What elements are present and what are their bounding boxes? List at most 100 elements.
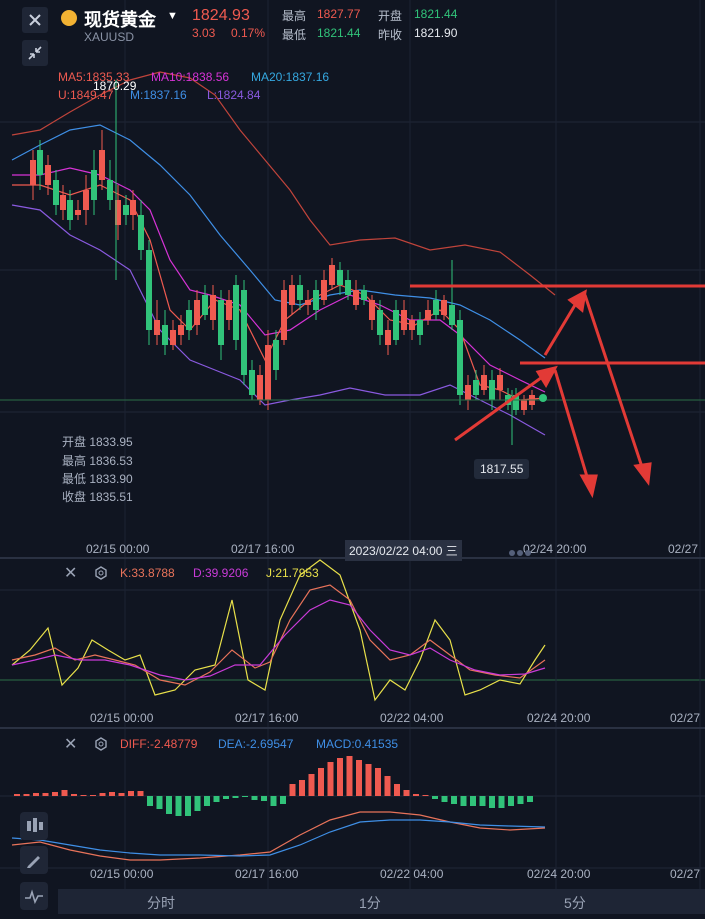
candle-body	[202, 295, 208, 315]
candle-body	[107, 180, 113, 200]
macd-bar	[251, 796, 258, 800]
open-value: 1821.44	[414, 7, 458, 21]
candle-body	[409, 320, 415, 330]
macd-bar	[175, 796, 182, 816]
draw-tool-button[interactable]	[20, 846, 48, 874]
candle-body	[83, 190, 89, 210]
loading-dots-icon	[508, 544, 532, 556]
kdj-j-label: J:21.7953	[266, 566, 319, 580]
candle-body	[305, 300, 311, 305]
close-kdj-icon[interactable]: ✕	[64, 565, 78, 582]
macd-bar	[432, 796, 438, 799]
timeframe-tabs	[58, 889, 705, 914]
high-value: 1827.77	[317, 7, 361, 21]
tab-1min[interactable]: 1分	[359, 895, 381, 911]
candle-body	[138, 215, 144, 250]
candle-body	[257, 375, 263, 400]
macd-bar	[441, 796, 448, 802]
candle-body	[465, 385, 471, 400]
macd-bar	[508, 796, 514, 806]
candle-body	[337, 270, 343, 285]
tab-5min[interactable]: 5分	[564, 895, 586, 911]
candle-body	[178, 325, 184, 335]
time-label: 02/15 00:00	[90, 867, 154, 881]
candle-body	[401, 310, 407, 330]
macd-value-label: MACD:0.41535	[316, 737, 399, 751]
macd-bar	[413, 794, 419, 796]
macd-bar	[14, 794, 20, 796]
prev-close-label: 昨收	[378, 28, 403, 42]
candle-body	[417, 320, 423, 335]
macd-bar	[365, 764, 372, 796]
candle-body	[154, 320, 160, 335]
macd-bar	[337, 758, 343, 796]
min-price-label: 1817.55	[474, 459, 530, 479]
candle-body	[30, 160, 36, 185]
macd-bar	[99, 793, 106, 796]
candle-body	[513, 395, 519, 410]
candle-body	[210, 295, 216, 320]
candle-body	[497, 375, 503, 390]
macd-diff-label: DIFF:-2.48779	[120, 737, 198, 751]
candle-body	[489, 380, 495, 400]
candle-body	[441, 300, 447, 315]
candle-body	[67, 200, 73, 220]
macd-bar	[479, 796, 486, 806]
macd-bar	[33, 793, 39, 796]
macd-bar	[52, 792, 58, 796]
candle-body	[265, 345, 271, 400]
time-label: 02/27	[670, 867, 701, 881]
boll-lower-label: L:1824.84	[207, 88, 261, 102]
candle-body	[361, 290, 367, 300]
candles-tool-button[interactable]	[20, 812, 48, 840]
gear-icon[interactable]	[94, 566, 108, 580]
gear-icon[interactable]	[94, 737, 108, 751]
macd-bar	[489, 796, 495, 808]
macd-bar	[137, 791, 144, 796]
instrument-title[interactable]: 现货黄金	[84, 10, 156, 30]
close-macd-icon[interactable]: ✕	[64, 736, 78, 753]
candle-body	[226, 300, 232, 320]
change-value: 3.03	[192, 26, 216, 40]
macd-bar	[109, 792, 115, 796]
close-button[interactable]	[22, 7, 48, 33]
candle-body	[162, 325, 168, 345]
candle-body	[91, 170, 97, 200]
gold-coin-icon	[61, 10, 77, 26]
macd-bar	[384, 776, 391, 796]
shrink-icon	[28, 46, 42, 60]
macd-bar	[223, 796, 229, 799]
macd-bar	[204, 796, 210, 806]
indicator-tool-button[interactable]	[20, 882, 48, 910]
ohlc-low: 最低 1833.90	[62, 472, 133, 486]
macd-bar	[118, 793, 125, 796]
candle-body	[233, 285, 239, 340]
macd-bar	[527, 796, 533, 802]
macd-bar	[147, 796, 153, 806]
candle-body	[281, 290, 287, 340]
ohlc-high: 最高 1836.53	[62, 454, 133, 468]
kdj-k-label: K:33.8788	[120, 566, 175, 580]
ma5-label: MA5:1835.33	[58, 70, 130, 84]
caret-down-icon[interactable]: ▼	[167, 10, 178, 22]
macd-bar	[61, 790, 68, 796]
candle-body	[218, 300, 224, 345]
prev-close-value: 1821.90	[414, 26, 458, 40]
macd-bar	[280, 796, 286, 804]
candle-body	[433, 300, 439, 315]
candle-body	[321, 280, 327, 300]
candle-body	[241, 290, 247, 375]
candle-body	[194, 300, 200, 325]
candle-body	[457, 320, 463, 395]
macd-bar	[308, 774, 315, 796]
macd-bar	[498, 796, 505, 808]
shrink-button[interactable]	[22, 40, 48, 66]
macd-bar	[299, 780, 305, 796]
macd-bar	[422, 795, 429, 796]
candle-body	[353, 290, 359, 305]
high-label: 最高	[282, 9, 307, 23]
candle-body	[425, 310, 431, 320]
tab-timeshare[interactable]: 分时	[147, 895, 175, 911]
macd-bar	[470, 796, 476, 806]
macd-bar	[90, 795, 96, 796]
